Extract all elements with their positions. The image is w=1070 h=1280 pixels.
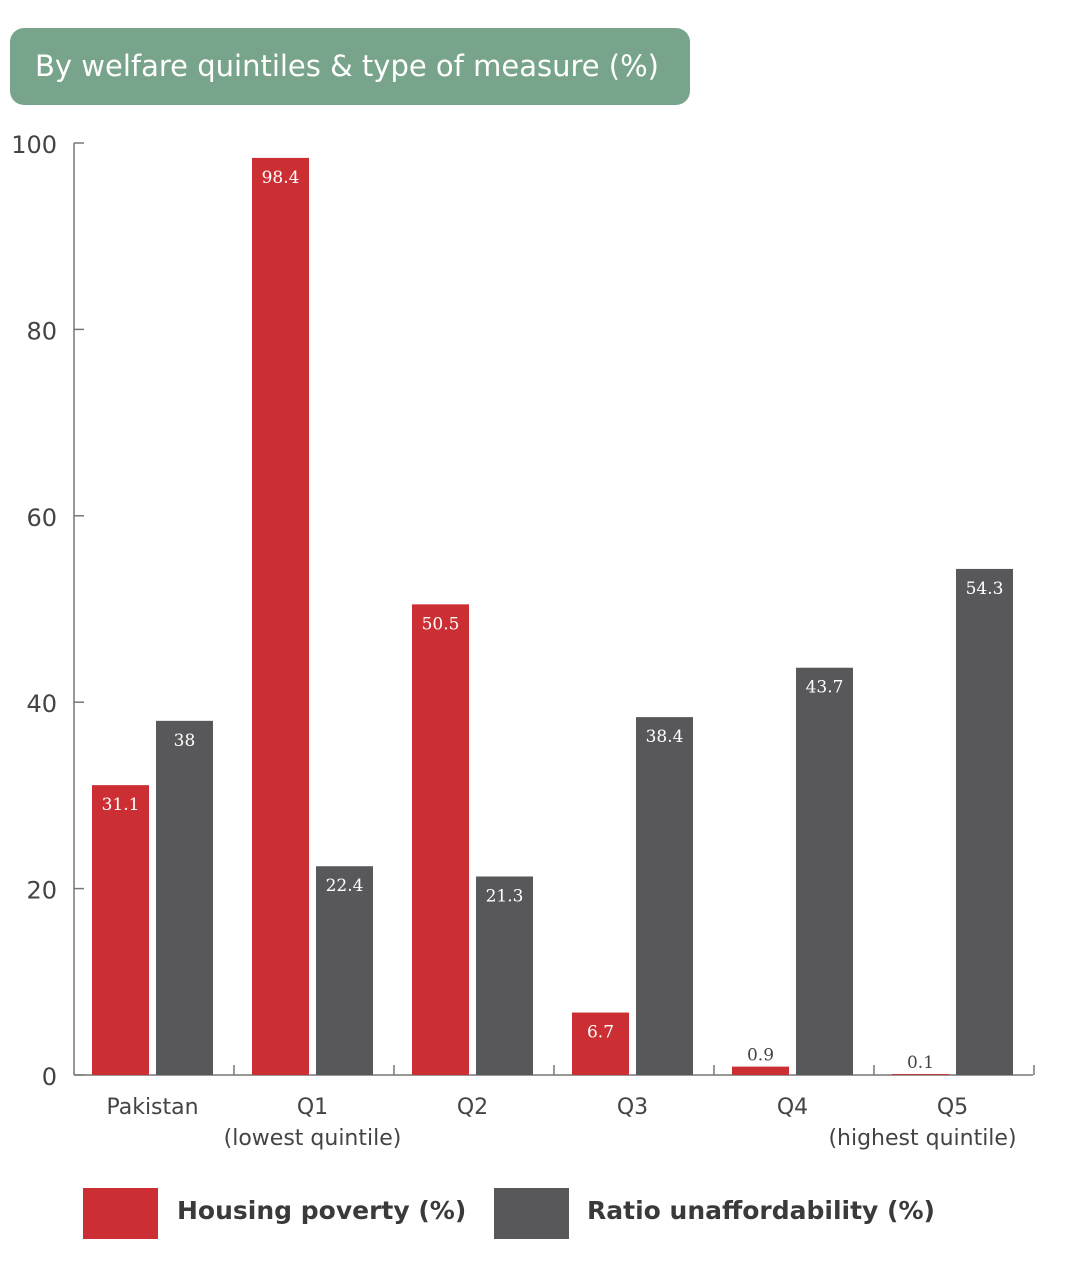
legend-swatch-housing-poverty (83, 1188, 158, 1239)
y-tick-label: 0 (42, 1063, 57, 1091)
x-tick-sublabel: (lowest quintile) (224, 1126, 402, 1151)
legend-swatch-ratio-unaffordability (494, 1188, 569, 1239)
bar-ratio-unaffordability (796, 667, 853, 1075)
x-tick-label: Q4 (777, 1095, 808, 1120)
y-tick-label: 100 (11, 131, 57, 159)
x-tick-label: Q3 (617, 1095, 648, 1120)
bar-housing-poverty (92, 785, 149, 1075)
bar-housing-poverty (892, 1074, 949, 1075)
bar-ratio-unaffordability (316, 866, 373, 1075)
data-label: 38.4 (646, 727, 684, 747)
data-label: 43.7 (806, 678, 844, 698)
y-tick-label: 80 (26, 317, 57, 345)
x-tick-label: Pakistan (106, 1095, 198, 1120)
data-label: 50.5 (422, 614, 460, 634)
data-label: 0.9 (747, 1046, 774, 1066)
bar-housing-poverty (412, 604, 469, 1075)
data-label: 98.4 (262, 168, 300, 188)
data-label: 6.7 (587, 1023, 614, 1043)
bar-ratio-unaffordability (956, 568, 1013, 1075)
chart-title: By welfare quintiles & type of measure (… (10, 28, 690, 105)
legend-label-housing-poverty: Housing poverty (%) (177, 1196, 467, 1225)
y-tick-label: 60 (26, 504, 57, 532)
bar-ratio-unaffordability (636, 717, 693, 1075)
data-label: 38 (174, 731, 196, 751)
data-label: 22.4 (326, 876, 364, 896)
data-label: 21.3 (486, 886, 524, 906)
bar-ratio-unaffordability (476, 876, 533, 1075)
x-tick-label: Q2 (457, 1095, 488, 1120)
data-label: 31.1 (102, 795, 140, 815)
x-tick-label: Q5 (937, 1095, 968, 1120)
data-label: 0.1 (907, 1053, 934, 1073)
data-label: 54.3 (966, 579, 1004, 599)
bar-housing-poverty (732, 1066, 789, 1075)
bar-chart: 0 20 40 60 80 100 31.1 38 Pakistan 98.4 22.4 Q1 (low… (11, 131, 1035, 1151)
x-tick-label: Q1 (297, 1095, 328, 1120)
bar-housing-poverty (572, 1012, 629, 1075)
y-tick-label: 40 (26, 690, 57, 718)
legend-label-ratio-unaffordability: Ratio unaffordability (%) (587, 1196, 935, 1225)
x-tick-sublabel: (highest quintile) (828, 1126, 1016, 1151)
y-tick-label: 20 (26, 877, 57, 905)
bar-housing-poverty (252, 157, 309, 1076)
legend: Housing poverty (%) Ratio unaffordabilit… (0, 1187, 1070, 1239)
bar-ratio-unaffordability (156, 720, 213, 1075)
